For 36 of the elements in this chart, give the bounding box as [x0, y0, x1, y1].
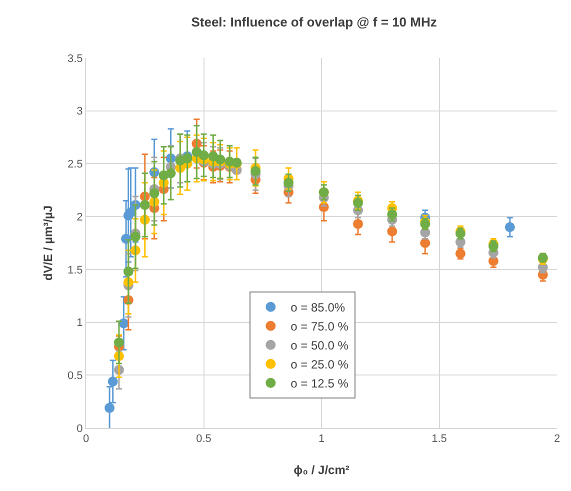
- point: [420, 238, 430, 248]
- x-tick-label: 1: [318, 433, 325, 446]
- point: [504, 222, 515, 232]
- point: [149, 188, 160, 198]
- y-tick-label: 0: [76, 422, 83, 435]
- point: [104, 402, 115, 413]
- legend-label: o = 75.0 %: [290, 320, 349, 334]
- y-tick-label: 1: [76, 317, 83, 330]
- point: [387, 226, 398, 236]
- point: [108, 376, 118, 386]
- legend-label: o = 50.0 %: [290, 338, 349, 353]
- point: [114, 337, 124, 348]
- y-tick-label: 3: [76, 106, 83, 118]
- x-axis-title: ϕ₀ / J/cm²: [294, 463, 350, 477]
- point: [140, 200, 150, 210]
- legend-label: o = 25.0 %: [290, 358, 349, 372]
- y-tick-label: 0.5: [68, 370, 83, 382]
- y-tick-label: 3.5: [68, 52, 83, 65]
- y-tick-label: 2.5: [68, 158, 83, 171]
- point: [123, 266, 134, 277]
- y-tick-label: 2: [76, 211, 83, 224]
- x-tick-label: 1.5: [432, 433, 447, 446]
- legend-label: o = 85.0%: [290, 300, 346, 315]
- chart-title: Steel: Influence of overlap @ f = 10 MHz: [191, 14, 438, 30]
- point: [215, 154, 226, 164]
- point: [284, 178, 294, 188]
- point: [198, 150, 209, 160]
- point: [130, 232, 140, 242]
- point: [387, 209, 398, 220]
- y-tick-label: 1.5: [68, 264, 83, 276]
- legend-label: o = 12.5 %: [290, 376, 349, 391]
- point: [250, 166, 261, 176]
- x-tick-label: 0.5: [196, 433, 212, 446]
- point: [353, 218, 363, 229]
- x-tick-label: 2: [554, 433, 560, 446]
- y-axis-title: dV/E / µm³/µJ: [41, 205, 55, 281]
